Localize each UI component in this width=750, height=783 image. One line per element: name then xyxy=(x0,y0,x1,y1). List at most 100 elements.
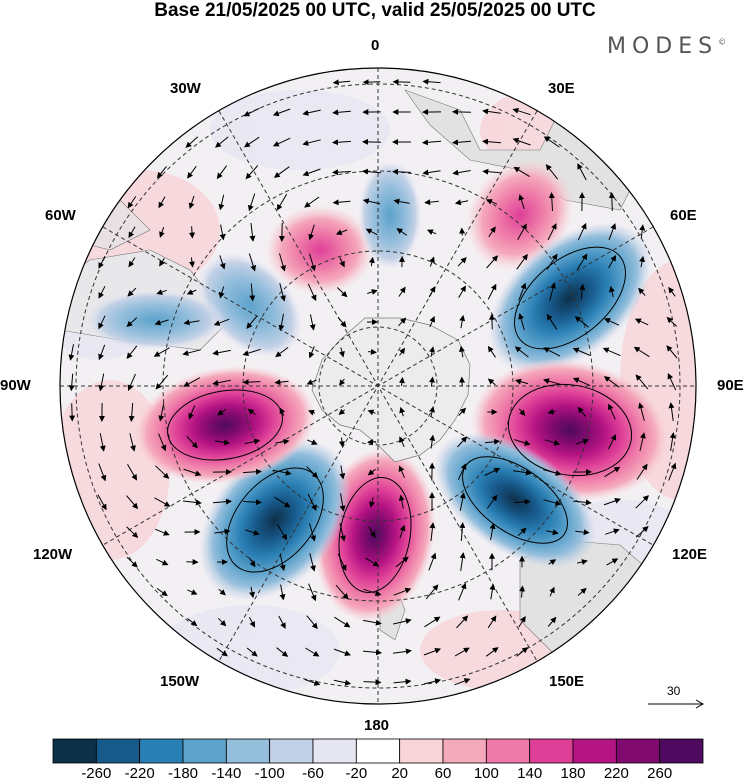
colorbar-swatch xyxy=(615,738,661,764)
wind-arrow xyxy=(242,348,261,357)
wind-arrow xyxy=(668,286,676,297)
wind-arrow xyxy=(339,257,345,268)
wind-arrow xyxy=(488,313,495,330)
wind-arrow xyxy=(278,313,285,332)
wind-arrow xyxy=(544,439,561,446)
map-disc xyxy=(60,68,696,704)
wind-arrow xyxy=(338,437,345,448)
wind-arrow xyxy=(605,528,620,535)
wind-arrow xyxy=(219,255,226,270)
wind-arrow xyxy=(398,494,405,509)
wind-arrow xyxy=(399,436,405,448)
wind-arrow xyxy=(214,528,231,535)
wind-arrow xyxy=(515,378,529,385)
wind-arrow xyxy=(512,137,531,146)
wind-arrow xyxy=(573,499,592,506)
wind-arrow xyxy=(514,498,531,505)
wind-arrow xyxy=(212,498,232,505)
colorbar-tick-label: -140 xyxy=(211,765,242,782)
wind-arrow xyxy=(514,439,531,446)
wind-arrow xyxy=(275,438,290,445)
wind-arrow xyxy=(128,257,136,268)
wind-arrow xyxy=(188,257,195,268)
wind-arrow xyxy=(127,463,137,481)
wind-vectors xyxy=(68,78,678,686)
wind-arrow xyxy=(428,286,436,298)
wind-arrow xyxy=(249,223,256,242)
wind-arrow xyxy=(608,223,617,241)
wind-arrow xyxy=(332,109,351,116)
wind-arrow xyxy=(513,469,532,476)
wind-arrow xyxy=(332,79,351,86)
wind-arrow xyxy=(456,615,469,629)
colorbar-swatch xyxy=(485,738,531,764)
colorbar-swatch xyxy=(355,738,401,764)
wind-arrow xyxy=(127,287,137,297)
wind-arrow xyxy=(332,139,352,146)
wind-arrow xyxy=(276,647,289,657)
wind-arrow xyxy=(243,107,260,117)
wind-arrow xyxy=(422,169,441,176)
wind-arrow xyxy=(242,499,262,506)
wind-arrow xyxy=(609,285,615,298)
colorbar-swatch xyxy=(225,738,271,764)
wind-arrow xyxy=(484,438,501,445)
wind-arrow xyxy=(273,469,292,476)
wind-arrow xyxy=(333,679,352,686)
wind-arrow xyxy=(155,374,169,390)
wind-arrow xyxy=(363,619,382,626)
wind-arrow xyxy=(302,168,321,177)
wind-arrow xyxy=(154,497,171,507)
wind-arrow xyxy=(638,402,645,421)
colorbar-swatch xyxy=(182,738,227,764)
wind-arrow xyxy=(187,589,198,595)
wind-arrow xyxy=(546,313,558,330)
wind-arrow xyxy=(513,166,530,178)
colorbar-tick-label: 260 xyxy=(647,765,673,782)
wind-arrow xyxy=(338,378,346,386)
lon-label-120w: 120W xyxy=(33,546,73,563)
wind-arrow xyxy=(399,524,406,539)
lon-label-180: 180 xyxy=(364,717,390,734)
wind-arrow xyxy=(216,165,228,180)
wind-arrow xyxy=(362,198,381,205)
wind-arrow xyxy=(309,553,316,572)
wind-arrow xyxy=(398,377,405,387)
wind-arrow xyxy=(308,346,315,359)
wind-arrow xyxy=(399,347,406,356)
wind-arrow xyxy=(602,347,621,357)
wind-arrow xyxy=(159,226,165,238)
wind-arrow xyxy=(667,372,677,391)
wind-arrow xyxy=(97,494,107,511)
wind-arrow xyxy=(399,406,406,417)
wind-arrow xyxy=(339,493,346,512)
wind-arrow xyxy=(546,253,558,270)
wind-arrow xyxy=(458,407,467,416)
wind-arrow xyxy=(482,168,501,175)
colorbar-swatch xyxy=(312,738,357,764)
colorbar-swatch xyxy=(95,738,141,764)
wind-arrow xyxy=(482,108,501,115)
wind-arrow xyxy=(156,558,169,566)
wind-arrow xyxy=(339,523,346,542)
wind-arrow xyxy=(186,436,198,449)
colorbar-tick-label: -100 xyxy=(254,765,285,782)
wind-arrow xyxy=(279,584,286,601)
wind-arrow xyxy=(393,618,412,625)
wind-arrow xyxy=(425,584,439,600)
wind-arrow xyxy=(549,282,556,301)
wind-arrow xyxy=(489,583,496,600)
wind-arrow xyxy=(159,258,165,267)
wind-arrow xyxy=(272,137,291,147)
wind-arrow xyxy=(217,408,227,416)
wind-arrow xyxy=(183,319,200,326)
wind-arrow xyxy=(635,526,649,538)
wind-arrow xyxy=(187,618,198,627)
wind-arrow xyxy=(365,228,378,236)
wind-arrow xyxy=(248,616,256,628)
wind-arrow xyxy=(182,349,201,356)
wind-arrow xyxy=(398,317,407,327)
colorbar-tick-label: 100 xyxy=(473,765,499,782)
wind-arrow xyxy=(306,466,319,479)
